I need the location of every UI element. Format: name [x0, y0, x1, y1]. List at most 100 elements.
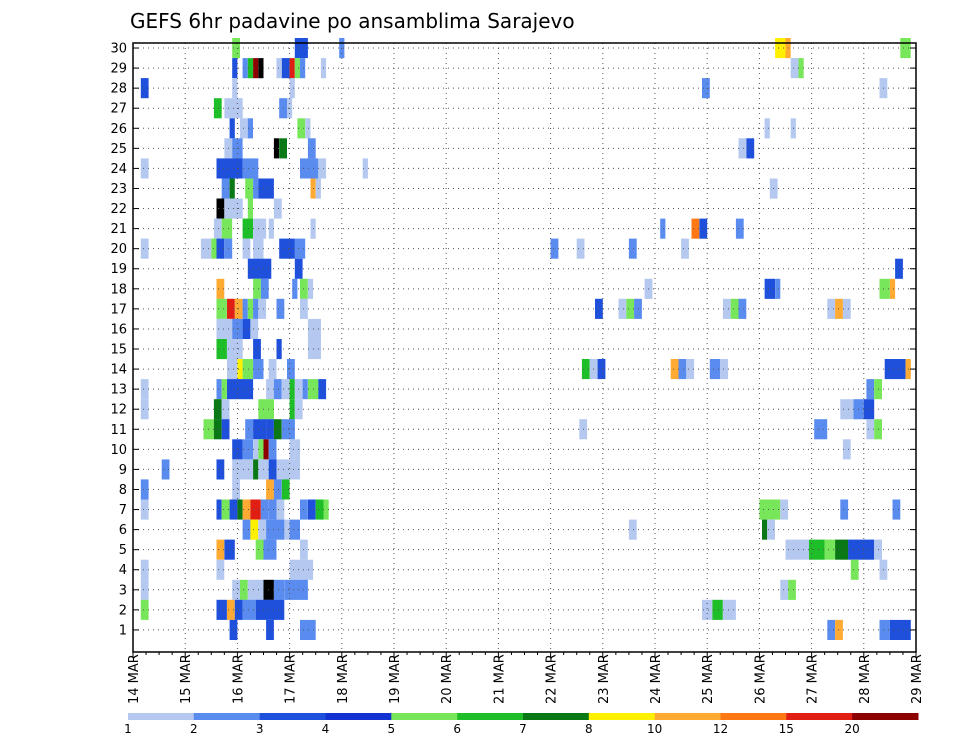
heatmap-cell [227, 298, 235, 319]
heatmap-cell [788, 579, 796, 600]
heatmap-cell [678, 359, 687, 380]
heatmap-cell [242, 599, 256, 620]
y-tick-label: 3 [119, 583, 127, 598]
legend-label: 10 [647, 722, 662, 736]
x-tick-label: 29 MAR [910, 654, 925, 704]
legend-label: 3 [256, 722, 264, 736]
heatmap-cell [216, 238, 225, 259]
heatmap-cell [597, 359, 606, 380]
heatmap-cell [848, 539, 875, 560]
legend-label: 2 [190, 722, 198, 736]
legend-label: 20 [845, 722, 860, 736]
y-tick-label: 19 [110, 262, 127, 277]
heatmap-cell [273, 198, 282, 219]
heatmap-cell [735, 218, 744, 239]
x-tick-label: 19 MAR [388, 654, 403, 704]
heatmap-cell [289, 459, 300, 480]
heatmap-cell [762, 519, 768, 540]
x-tick-label: 24 MAR [649, 654, 664, 704]
heatmap-cell [216, 339, 227, 360]
heatmap-cell [281, 58, 290, 79]
x-tick-label: 22 MAR [545, 654, 560, 704]
heatmap-cell [840, 499, 849, 520]
heatmap-cell [253, 459, 259, 480]
x-axis: 14 MAR 15 MAR 16 MAR 17 MAR 18 MAR 19 MAR 20 M… [127, 652, 925, 704]
heatmap-cell [889, 278, 896, 299]
heatmap-cell [764, 118, 770, 139]
heatmap-cell [216, 559, 225, 580]
heatmap-cell [315, 499, 324, 520]
heatmap-cell [691, 218, 700, 239]
y-tick-label: 11 [110, 423, 127, 438]
heatmap-cell [294, 439, 300, 460]
heatmap-cell [216, 158, 243, 179]
y-tick-label: 24 [110, 162, 127, 177]
heatmap-cell [281, 379, 290, 400]
heatmap-cell [273, 479, 282, 500]
heatmap-cell [232, 479, 240, 500]
heatmap-cell [245, 419, 253, 440]
heatmap-cell [242, 359, 253, 380]
heatmap-cell [229, 178, 235, 199]
y-axis: 1234567891011121314151617181920212223242… [110, 42, 916, 638]
grid-lines [133, 43, 916, 652]
heatmap-cell [237, 359, 243, 380]
y-tick-label: 23 [110, 182, 127, 197]
heatmap-cell [227, 359, 238, 380]
heatmap-cell [892, 499, 901, 520]
heatmap-cell [767, 519, 775, 540]
heatmap-cell [618, 298, 627, 319]
heatmap-cell [253, 419, 267, 440]
legend-label: 12 [713, 722, 728, 736]
chart-title: GEFS 6hr padavine po ansamblima Sarajevo [130, 9, 575, 33]
heatmap-cell [247, 298, 253, 319]
heatmap-cell [258, 519, 267, 540]
y-tick-label: 30 [110, 42, 127, 57]
legend-label: 15 [779, 722, 794, 736]
heatmap-cell [850, 559, 859, 580]
y-tick-label: 14 [110, 363, 127, 378]
heatmap-cell [681, 238, 689, 259]
legend-swatch [128, 713, 195, 720]
legend-swatch [193, 713, 261, 720]
heatmap-cell [253, 218, 267, 239]
heatmap-cell [323, 499, 329, 520]
heatmap-cell [263, 258, 272, 279]
heatmap-cell [253, 58, 259, 79]
y-tick-label: 18 [110, 282, 127, 297]
legend-swatch [391, 713, 458, 720]
heatmap-cell [628, 519, 637, 540]
heatmap-cell [216, 499, 222, 520]
heatmap-cell [237, 499, 243, 520]
y-tick-label: 5 [119, 543, 127, 558]
heatmap-cell [242, 218, 253, 239]
heatmap-cell [276, 499, 285, 520]
heatmap-cell [840, 399, 854, 420]
y-tick-label: 20 [110, 242, 127, 257]
heatmap-cell [266, 519, 285, 540]
heatmap-cell [824, 539, 835, 560]
heatmap-cell [221, 499, 230, 520]
heatmap-cell [253, 439, 259, 460]
heatmap-cell [307, 339, 321, 360]
x-tick-label: 28 MAR [858, 654, 873, 704]
y-tick-label: 1 [119, 623, 127, 638]
heatmap-cell [268, 439, 277, 460]
x-tick-label: 26 MAR [753, 654, 768, 704]
heatmap-cell [232, 579, 240, 600]
heatmap-cell [284, 579, 308, 600]
legend-swatch [786, 713, 853, 720]
heatmap-cell [626, 298, 635, 319]
legend-label: 7 [519, 722, 527, 736]
heatmap-cell [213, 218, 222, 239]
y-tick-label: 2 [119, 603, 127, 618]
heatmap-cell [305, 118, 311, 139]
y-tick-label: 28 [110, 82, 127, 97]
heatmap-cell [266, 419, 274, 440]
heatmap-cell [879, 619, 890, 640]
legend-swatch [588, 713, 656, 720]
heatmap-cell [242, 158, 259, 179]
heatmap-cell [253, 178, 259, 199]
heatmap-cell [780, 579, 789, 600]
